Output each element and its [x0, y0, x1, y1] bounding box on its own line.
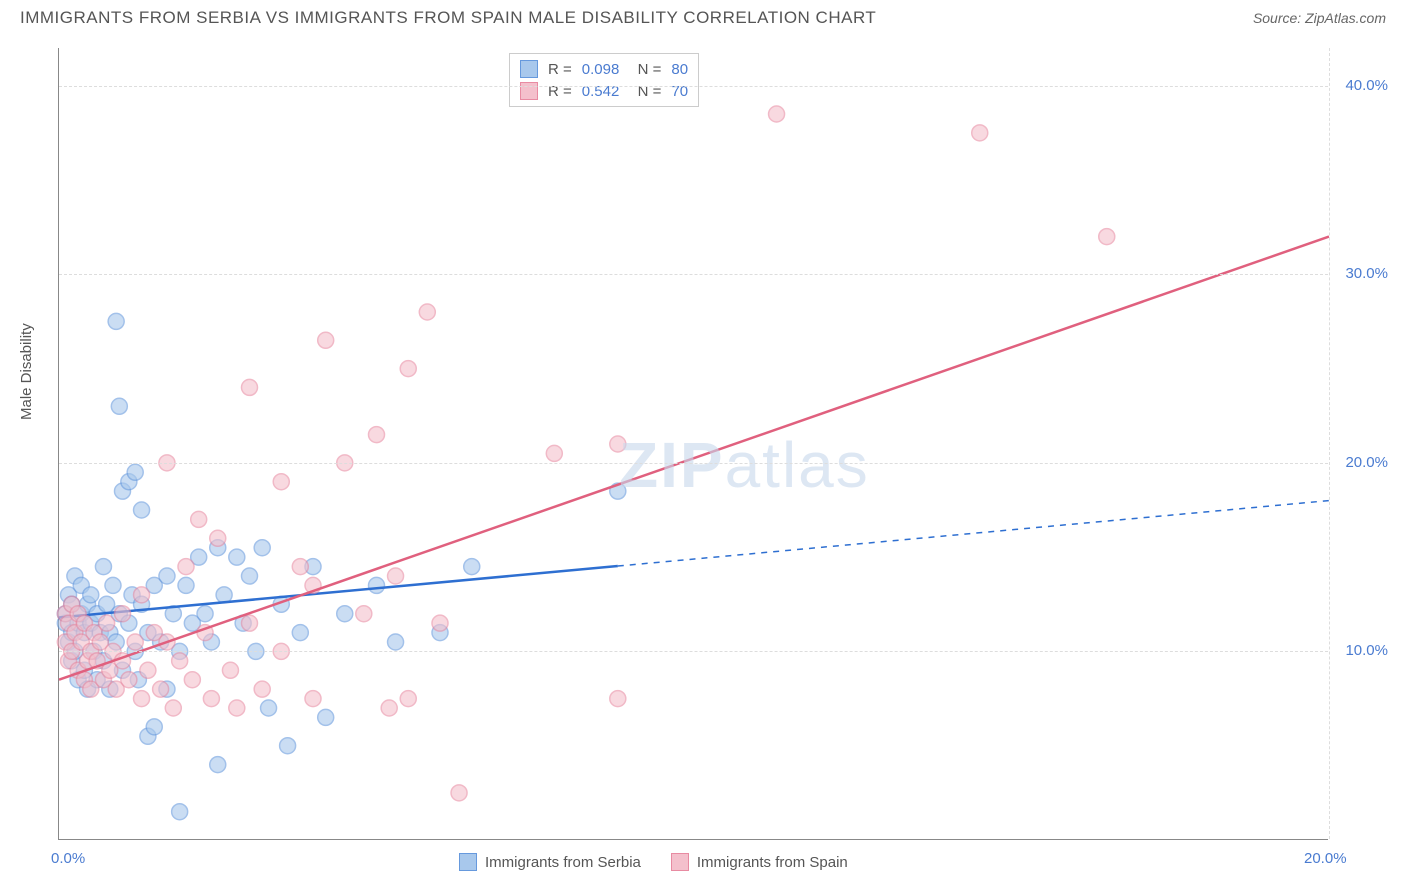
scatter-point	[203, 691, 219, 707]
y-axis-label: Male Disability	[18, 323, 35, 420]
scatter-point	[121, 672, 137, 688]
scatter-point	[172, 804, 188, 820]
scatter-point	[292, 559, 308, 575]
scatter-point	[242, 568, 258, 584]
scatter-point	[242, 615, 258, 631]
scatter-point	[105, 577, 121, 593]
scatter-point	[610, 691, 626, 707]
scatter-point	[140, 662, 156, 678]
scatter-point	[178, 577, 194, 593]
scatter-point	[197, 606, 213, 622]
regression-line	[59, 237, 1329, 680]
header: IMMIGRANTS FROM SERBIA VS IMMIGRANTS FRO…	[0, 0, 1406, 32]
legend-r-label: R =	[548, 61, 572, 78]
scatter-point	[83, 587, 99, 603]
scatter-point	[546, 445, 562, 461]
scatter-point	[769, 106, 785, 122]
scatter-point	[400, 361, 416, 377]
scatter-point	[95, 559, 111, 575]
scatter-point	[610, 436, 626, 452]
scatter-point	[273, 474, 289, 490]
scatter-point	[111, 398, 127, 414]
scatter-point	[464, 559, 480, 575]
scatter-point	[388, 568, 404, 584]
scatter-point	[115, 606, 131, 622]
legend-swatch-spain	[520, 82, 538, 100]
scatter-point	[254, 681, 270, 697]
legend-swatch-spain	[671, 853, 689, 871]
scatter-point	[108, 313, 124, 329]
scatter-point	[261, 700, 277, 716]
scatter-point	[242, 379, 258, 395]
legend-item-serbia: Immigrants from Serbia	[459, 853, 641, 871]
scatter-point	[280, 738, 296, 754]
scatter-point	[191, 511, 207, 527]
scatter-point	[318, 332, 334, 348]
scatter-point	[210, 530, 226, 546]
scatter-point	[388, 634, 404, 650]
scatter-point	[337, 606, 353, 622]
scatter-point	[400, 691, 416, 707]
scatter-point	[451, 785, 467, 801]
scatter-point	[381, 700, 397, 716]
scatter-point	[210, 757, 226, 773]
chart-title: IMMIGRANTS FROM SERBIA VS IMMIGRANTS FRO…	[20, 8, 876, 28]
scatter-point	[134, 691, 150, 707]
gridline-vertical	[1329, 48, 1330, 839]
y-tick-label: 20.0%	[1345, 454, 1388, 471]
scatter-point	[134, 587, 150, 603]
scatter-plot-svg	[59, 48, 1328, 839]
scatter-point	[134, 502, 150, 518]
scatter-point	[356, 606, 372, 622]
legend-label-spain: Immigrants from Spain	[697, 854, 848, 871]
scatter-point	[127, 464, 143, 480]
legend-bottom: Immigrants from Serbia Immigrants from S…	[459, 853, 848, 871]
scatter-point	[972, 125, 988, 141]
scatter-point	[305, 691, 321, 707]
legend-label-serbia: Immigrants from Serbia	[485, 854, 641, 871]
scatter-point	[127, 634, 143, 650]
legend-item-spain: Immigrants from Spain	[671, 853, 848, 871]
regression-line-dashed	[618, 501, 1329, 566]
y-tick-label: 40.0%	[1345, 77, 1388, 94]
legend-row-spain: R = 0.542 N = 70	[520, 80, 688, 102]
legend-correlation-box: R = 0.098 N = 80 R = 0.542 N = 70	[509, 53, 699, 107]
legend-n-value-serbia: 80	[671, 61, 688, 78]
source-attribution: Source: ZipAtlas.com	[1253, 10, 1386, 26]
scatter-point	[229, 549, 245, 565]
y-tick-label: 30.0%	[1345, 265, 1388, 282]
scatter-point	[432, 615, 448, 631]
gridline-horizontal	[59, 86, 1328, 87]
legend-swatch-serbia	[459, 853, 477, 871]
legend-swatch-serbia	[520, 60, 538, 78]
scatter-point	[1099, 229, 1115, 245]
scatter-point	[178, 559, 194, 575]
scatter-point	[216, 587, 232, 603]
scatter-point	[229, 700, 245, 716]
x-tick-label: 20.0%	[1304, 850, 1347, 867]
scatter-point	[99, 615, 115, 631]
x-tick-label: 0.0%	[51, 850, 85, 867]
scatter-point	[254, 540, 270, 556]
scatter-point	[222, 662, 238, 678]
scatter-point	[184, 672, 200, 688]
legend-row-serbia: R = 0.098 N = 80	[520, 58, 688, 80]
gridline-horizontal	[59, 274, 1328, 275]
y-tick-label: 10.0%	[1345, 642, 1388, 659]
legend-n-label: N =	[629, 61, 661, 78]
scatter-point	[318, 709, 334, 725]
scatter-point	[419, 304, 435, 320]
scatter-point	[369, 577, 385, 593]
scatter-point	[369, 427, 385, 443]
scatter-point	[165, 700, 181, 716]
gridline-horizontal	[59, 651, 1328, 652]
scatter-point	[159, 568, 175, 584]
gridline-horizontal	[59, 463, 1328, 464]
scatter-point	[292, 625, 308, 641]
scatter-point	[172, 653, 188, 669]
scatter-point	[146, 719, 162, 735]
scatter-point	[153, 681, 169, 697]
chart-plot-area: R = 0.098 N = 80 R = 0.542 N = 70 ZIPatl…	[58, 48, 1328, 840]
legend-r-value-serbia: 0.098	[582, 61, 620, 78]
